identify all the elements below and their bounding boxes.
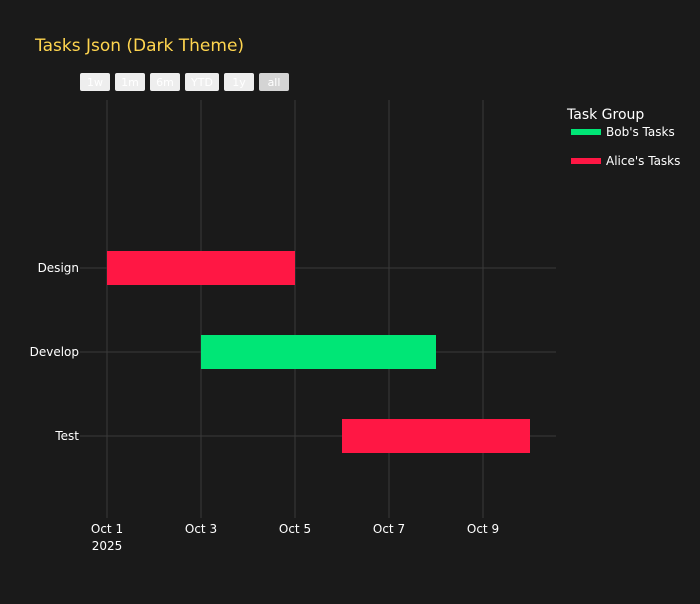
y-tick-label-design: Design [38, 261, 79, 275]
legend-swatch [571, 129, 601, 135]
y-tick-label-develop: Develop [30, 345, 79, 359]
grid [80, 100, 556, 518]
range-button-1y[interactable]: 1y [224, 73, 254, 91]
legend-title: Task Group [566, 107, 644, 123]
legend-item-alice-s-tasks[interactable]: Alice's Tasks [571, 154, 680, 168]
range-button-bg [115, 73, 145, 91]
range-button-all[interactable]: all [259, 73, 289, 91]
y-axis-tick-labels: Design Develop Test [30, 261, 80, 443]
bar-develop[interactable] [201, 335, 436, 369]
chart-title: Tasks Json (Dark Theme) [34, 36, 244, 56]
range-button-1m[interactable]: 1m [115, 73, 145, 91]
y-tick-label-test: Test [54, 429, 79, 443]
legend-label: Bob's Tasks [606, 125, 675, 139]
range-button-label: 1m [121, 76, 139, 89]
x-axis-tick-labels: Oct 1 2025 Oct 3 Oct 5 Oct 7 Oct 9 [91, 522, 499, 553]
range-button-1w[interactable]: 1w [80, 73, 110, 91]
range-button-bg [224, 73, 254, 91]
range-button-bg [259, 73, 289, 91]
legend-item-bob-s-tasks[interactable]: Bob's Tasks [571, 125, 675, 139]
x-tick-label: Oct 3 [185, 522, 217, 536]
x-tick-sublabel: 2025 [92, 539, 123, 553]
legend-label: Alice's Tasks [606, 154, 680, 168]
x-tick-label: Oct 5 [279, 522, 311, 536]
range-button-6m[interactable]: 6m [150, 73, 180, 91]
range-button-label: all [268, 76, 281, 89]
range-button-bg [80, 73, 110, 91]
bars [107, 251, 530, 453]
range-button-ytd[interactable]: YTD [185, 73, 219, 91]
bar-design[interactable] [107, 251, 295, 285]
range-button-label: YTD [190, 76, 213, 89]
range-button-bg [150, 73, 180, 91]
bar-test[interactable] [342, 419, 530, 453]
legend-swatch [571, 158, 601, 164]
legend: Task Group Bob's Tasks Alice's Tasks [566, 107, 680, 168]
range-button-label: 1w [87, 76, 103, 89]
range-selector: 1w 1m 6m YTD 1y all [80, 73, 289, 91]
x-tick-label: Oct 7 [373, 522, 405, 536]
range-button-bg [185, 73, 219, 91]
range-button-label: 1y [232, 76, 246, 89]
range-button-label: 6m [156, 76, 174, 89]
x-tick-label: Oct 1 [91, 522, 123, 536]
x-tick-label: Oct 9 [467, 522, 499, 536]
